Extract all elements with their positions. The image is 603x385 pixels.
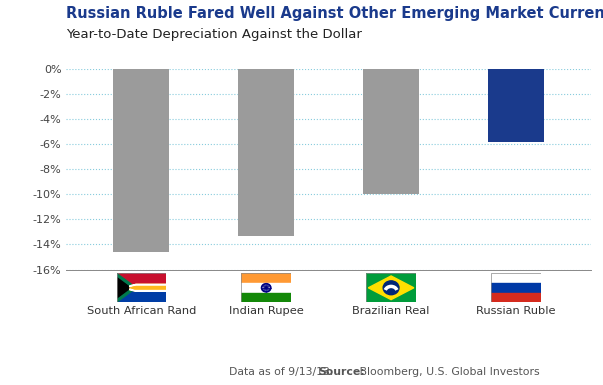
Polygon shape [116, 277, 131, 298]
Bar [241, 273, 291, 283]
Text: Russian Ruble Fared Well Against Other Emerging Market Currencies: Russian Ruble Fared Well Against Other E… [66, 6, 603, 21]
Bar [241, 293, 291, 302]
Polygon shape [130, 284, 166, 286]
Bar [491, 293, 541, 302]
Bar [491, 283, 541, 293]
Bar [116, 291, 166, 302]
Text: Brazilian Real: Brazilian Real [352, 306, 430, 316]
Bar [113, 69, 169, 252]
Text: Source:: Source: [318, 367, 365, 377]
Bar [241, 283, 291, 293]
Bar [238, 69, 294, 236]
Polygon shape [130, 289, 166, 291]
Polygon shape [130, 284, 166, 291]
Bar [491, 273, 541, 283]
Text: Data as of 9/13/13.: Data as of 9/13/13. [229, 367, 337, 377]
Text: Bloomberg, U.S. Global Investors: Bloomberg, U.S. Global Investors [356, 367, 540, 377]
Text: Year-to-Date Depreciation Against the Dollar: Year-to-Date Depreciation Against the Do… [66, 28, 362, 41]
Polygon shape [368, 276, 414, 300]
Bar [116, 273, 166, 285]
Polygon shape [116, 273, 136, 302]
Text: Indian Rupee: Indian Rupee [229, 306, 303, 316]
Bar [488, 69, 544, 142]
Bar [363, 69, 419, 194]
Circle shape [265, 287, 267, 288]
Text: Russian Ruble: Russian Ruble [476, 306, 556, 316]
Circle shape [383, 281, 399, 295]
Text: South African Rand: South African Rand [87, 306, 196, 316]
